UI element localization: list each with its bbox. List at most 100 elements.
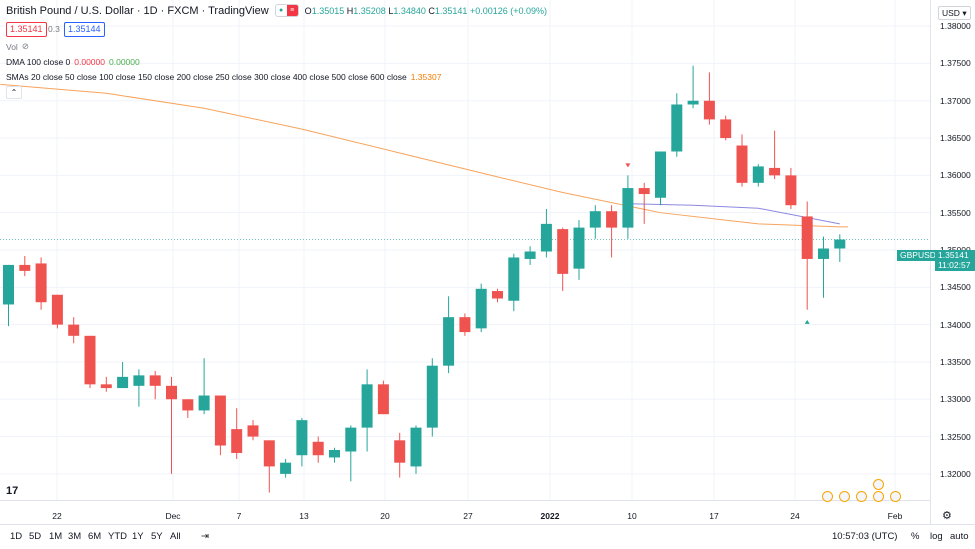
candle-body (214, 395, 226, 446)
time-tick-label: 27 (463, 511, 473, 521)
candle-body (606, 211, 618, 228)
price-tick-label: 1.36000 (940, 170, 971, 181)
candle-body (263, 440, 275, 467)
utc-clock[interactable]: 10:57:03 (UTC) (832, 531, 898, 542)
range-button-5y[interactable]: 5Y (151, 531, 163, 542)
price-tick-label: 1.32500 (940, 431, 971, 442)
candle-body (638, 188, 650, 195)
candle-body (117, 376, 129, 389)
candle-body (19, 264, 31, 271)
dma-legend[interactable]: DMA 100 close 0 0.00000 0.00000 (6, 57, 140, 67)
price-tick-label: 1.38000 (940, 21, 971, 32)
eye-off-icon[interactable]: ⊘ (21, 41, 29, 51)
open-value: 1.35015 (311, 5, 345, 16)
candle-body (622, 188, 634, 228)
ohlc-readout: O1.35015 H1.35208 L1.34840 C1.35141 +0.0… (304, 5, 548, 16)
flag-icon[interactable] (873, 479, 884, 490)
time-tick-label: 20 (380, 511, 390, 521)
price-tick-label: 1.34000 (940, 319, 971, 330)
range-button-ytd[interactable]: YTD (108, 531, 127, 542)
candle-body (475, 288, 487, 329)
candle-body (247, 425, 259, 437)
price-tick-label: 1.33000 (940, 394, 971, 405)
price-tick-label: 1.32000 (940, 468, 971, 479)
percent-toggle[interactable]: % (911, 531, 920, 542)
range-button-1d[interactable]: 1D (10, 531, 23, 542)
time-tick-label: 17 (709, 511, 719, 521)
candle-body (524, 251, 536, 259)
candle-body (573, 227, 585, 269)
candlestick-chart[interactable] (0, 0, 975, 524)
sma-legend[interactable]: SMAs 20 close 50 close 100 close 150 clo… (6, 72, 442, 82)
range-button-1m[interactable]: 1M (49, 531, 63, 542)
settings-icon[interactable]: ⚙ (942, 510, 952, 522)
time-tick-label: 10 (627, 511, 637, 521)
buy-price-button[interactable]: 1.35144 (64, 22, 105, 37)
chevron-up-icon: ⌃ (10, 88, 18, 97)
dot-icon[interactable]: ● (279, 7, 284, 14)
date-range-icon[interactable]: ⇥ (201, 531, 209, 542)
currency-selector[interactable]: USD ▾ (938, 6, 971, 20)
candle-body (752, 166, 764, 183)
flag-icon[interactable] (890, 491, 901, 502)
candle-body (557, 229, 569, 274)
candle-body (736, 145, 748, 183)
range-button-1y[interactable]: 1Y (132, 531, 144, 542)
flag-icon[interactable] (856, 491, 867, 502)
range-button-6m[interactable]: 6M (88, 531, 102, 542)
flag-icon[interactable] (839, 491, 850, 502)
candle-body (508, 257, 520, 301)
candle-body (198, 395, 210, 411)
candle-body (426, 365, 438, 428)
volume-legend[interactable]: Vol ⊘ (6, 41, 29, 52)
candle-body (540, 223, 552, 252)
range-button-all[interactable]: All (170, 531, 181, 542)
symbol-title[interactable]: British Pound / U.S. Dollar · 1D · FXCM … (6, 4, 269, 17)
candle-body (703, 100, 715, 120)
sell-price-button[interactable]: 1.35141 (6, 22, 47, 37)
time-tick-label: Feb (887, 511, 903, 521)
candle-body (68, 324, 80, 336)
candle-body (655, 151, 666, 198)
candle-body (84, 335, 96, 385)
candle-body (492, 291, 503, 299)
menu-icon[interactable]: ≡ (286, 5, 298, 16)
range-button-3m[interactable]: 3M (68, 531, 82, 542)
auto-toggle[interactable]: auto (950, 531, 969, 542)
tradingview-logo[interactable]: 17 (6, 485, 19, 497)
log-toggle[interactable]: log (930, 531, 943, 542)
candle-body (769, 167, 781, 176)
candle-body (329, 450, 340, 458)
candle-body (231, 429, 243, 453)
candle-body (361, 384, 373, 428)
candle-body (443, 317, 455, 366)
candle-body (801, 216, 813, 259)
candle-body (149, 375, 161, 386)
eye-toggle[interactable]: ● ≡ (274, 4, 299, 17)
candle-body (377, 384, 389, 415)
price-tick-label: 1.34500 (940, 282, 971, 293)
close-value: 1.35141 (434, 5, 468, 16)
candle-body (51, 294, 63, 325)
bottom-toolbar: 1D 5D 1M 3M 6M YTD 1Y 5Y All ⇥ 10:57:03 (UTC) % … (0, 524, 975, 549)
price-tick-label: 1.33500 (940, 356, 971, 367)
candle-body (720, 119, 732, 139)
flag-icon[interactable] (822, 491, 833, 502)
time-tick-label: 13 (299, 511, 309, 521)
candle-body (280, 462, 292, 474)
candle-body (834, 239, 846, 249)
candle-body (3, 264, 14, 305)
candle-body (182, 399, 194, 411)
collapse-legend-button[interactable]: ⌃ (6, 86, 22, 99)
signal-arrow-up (804, 319, 810, 324)
flag-icon[interactable] (873, 491, 884, 502)
candle-body (312, 441, 324, 456)
low-value: 1.34840 (393, 5, 426, 16)
range-button-5d[interactable]: 5D (29, 531, 42, 542)
spread-value: 0.3 (48, 24, 60, 34)
bar-countdown: 11:02:57 (935, 260, 975, 271)
candle-body (785, 175, 797, 206)
sma-orange-line (0, 83, 848, 228)
candle-body (35, 263, 47, 303)
candle-body (166, 385, 177, 400)
